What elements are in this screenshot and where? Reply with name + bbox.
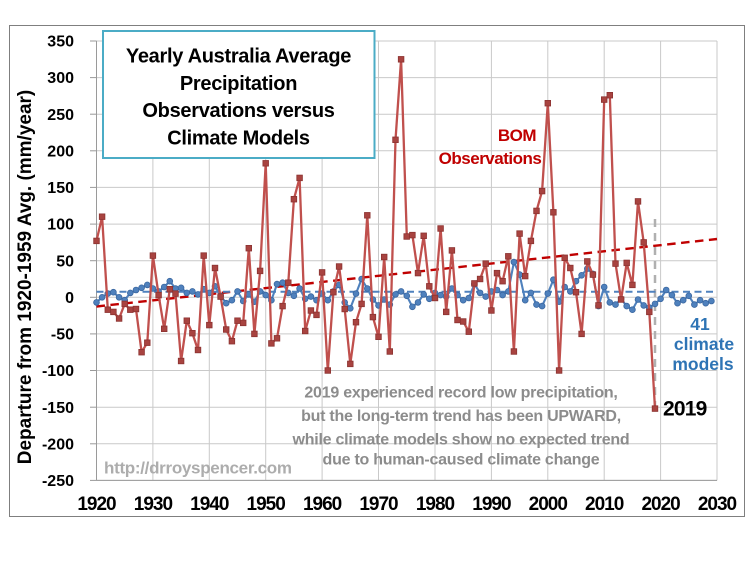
svg-text:300: 300 bbox=[47, 70, 74, 87]
svg-text:Climate Models: Climate Models bbox=[167, 128, 310, 150]
svg-text:models: models bbox=[672, 354, 734, 374]
svg-text:2030: 2030 bbox=[698, 494, 737, 515]
svg-text:Observations versus: Observations versus bbox=[142, 100, 334, 122]
svg-text:1970: 1970 bbox=[359, 494, 398, 515]
svg-text:-250: -250 bbox=[42, 473, 74, 490]
svg-text:2000: 2000 bbox=[529, 494, 568, 515]
svg-text:but the long-term trend has be: but the long-term trend has been UPWARD, bbox=[301, 408, 621, 425]
svg-text:1940: 1940 bbox=[190, 494, 229, 515]
svg-text:Departure from 1920-1959 Avg.: Departure from 1920-1959 Avg. (mm/year) bbox=[15, 90, 36, 465]
svg-text:1920: 1920 bbox=[77, 494, 116, 515]
svg-text:climate: climate bbox=[674, 334, 735, 354]
svg-text:100: 100 bbox=[47, 217, 74, 234]
svg-text:-50: -50 bbox=[51, 327, 74, 344]
svg-text:2019 experienced record low pr: 2019 experienced record low precipitatio… bbox=[304, 385, 617, 402]
svg-text:2010: 2010 bbox=[585, 494, 624, 515]
svg-text:BOM: BOM bbox=[498, 126, 537, 145]
svg-text:1930: 1930 bbox=[134, 494, 173, 515]
svg-text:http://drroyspencer.com: http://drroyspencer.com bbox=[104, 459, 292, 478]
svg-text:1980: 1980 bbox=[416, 494, 455, 515]
svg-text:50: 50 bbox=[56, 253, 74, 270]
svg-text:while climate models show no e: while climate models show no expected tr… bbox=[292, 432, 630, 449]
svg-text:Observations: Observations bbox=[439, 149, 542, 168]
svg-text:1990: 1990 bbox=[472, 494, 511, 515]
svg-text:41: 41 bbox=[690, 314, 710, 334]
svg-text:2019: 2019 bbox=[663, 398, 707, 421]
svg-text:-150: -150 bbox=[42, 400, 74, 417]
svg-text:200: 200 bbox=[47, 143, 74, 160]
svg-text:350: 350 bbox=[47, 34, 74, 51]
svg-text:-200: -200 bbox=[42, 436, 74, 453]
svg-text:Precipitation: Precipitation bbox=[180, 73, 297, 95]
svg-text:150: 150 bbox=[47, 180, 74, 197]
svg-text:2020: 2020 bbox=[641, 494, 680, 515]
svg-text:0: 0 bbox=[65, 290, 74, 307]
svg-text:due to human-caused climate ch: due to human-caused climate change bbox=[323, 452, 600, 469]
svg-text:250: 250 bbox=[47, 107, 74, 124]
svg-text:1950: 1950 bbox=[247, 494, 286, 515]
svg-text:1960: 1960 bbox=[303, 494, 342, 515]
svg-text:Yearly Australia Average: Yearly Australia Average bbox=[126, 46, 351, 68]
svg-text:-100: -100 bbox=[42, 363, 74, 380]
